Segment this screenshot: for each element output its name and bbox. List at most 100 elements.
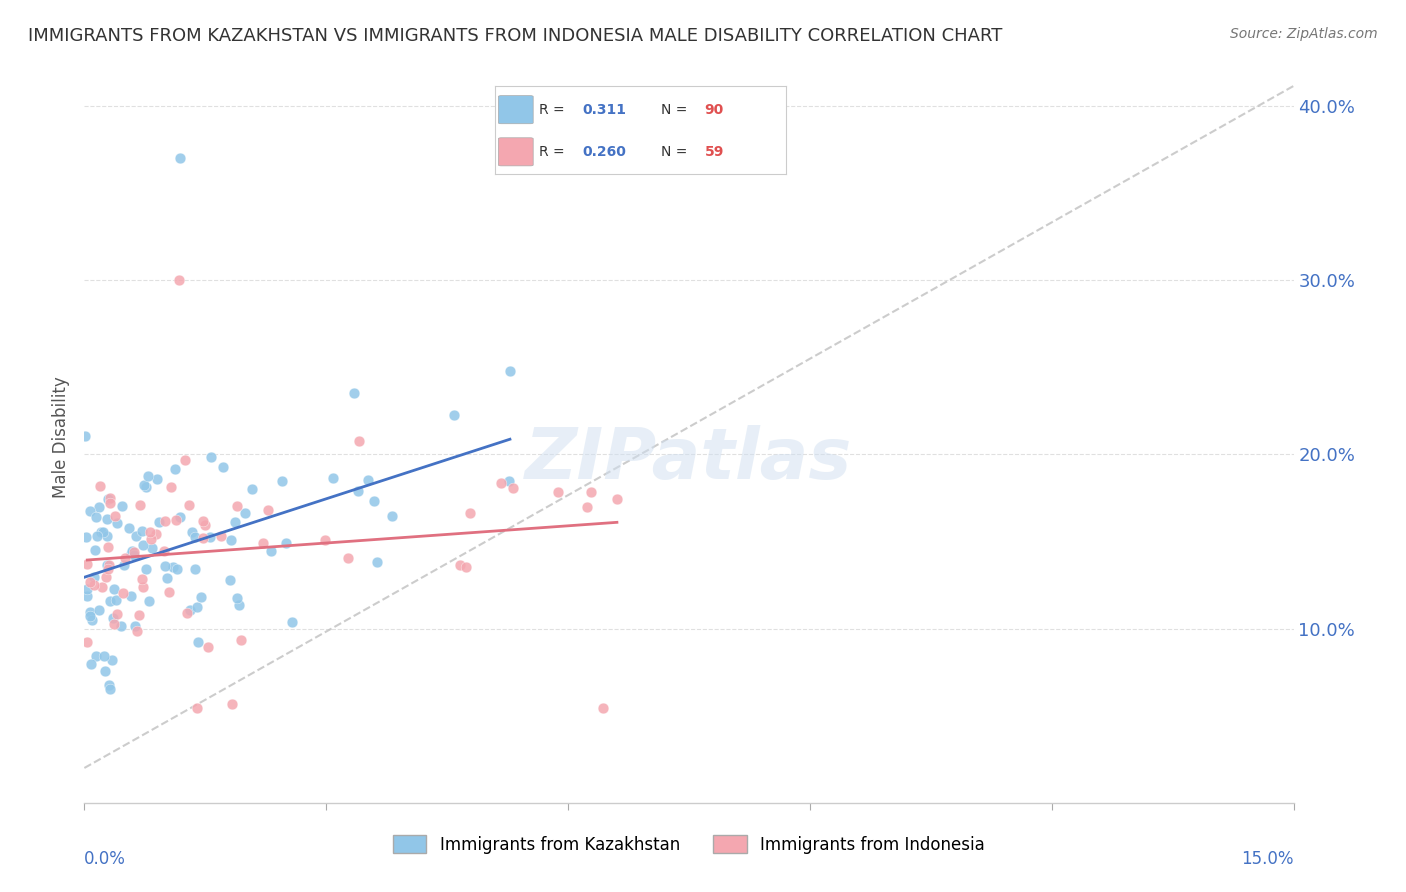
Immigrants from Kazakhstan [105,516,128,530]
Text: ZIPatlas: ZIPatlas [526,425,852,493]
Immigrants from Kazakhstan [235,506,257,520]
Immigrants from Indonesia [575,500,598,514]
Immigrants from Kazakhstan [343,386,366,401]
Immigrants from Kazakhstan [155,558,177,573]
Immigrants from Kazakhstan [84,543,107,558]
Immigrants from Indonesia [458,506,481,520]
Immigrants from Kazakhstan [87,500,110,515]
Text: Source: ZipAtlas.com: Source: ZipAtlas.com [1230,27,1378,41]
Immigrants from Indonesia [76,557,98,571]
Immigrants from Indonesia [98,558,121,572]
Immigrants from Kazakhstan [169,509,191,524]
Immigrants from Kazakhstan [134,562,156,576]
Immigrants from Kazakhstan [118,521,141,535]
Immigrants from Kazakhstan [498,475,520,489]
Immigrants from Kazakhstan [212,460,235,475]
Immigrants from Kazakhstan [121,544,143,558]
Immigrants from Kazakhstan [90,524,112,539]
Immigrants from Kazakhstan [179,603,201,617]
Immigrants from Kazakhstan [103,582,125,596]
Immigrants from Kazakhstan [200,450,222,464]
Immigrants from Kazakhstan [271,474,294,488]
Immigrants from Indonesia [177,498,200,512]
Immigrants from Indonesia [97,562,120,576]
Immigrants from Kazakhstan [162,560,184,574]
Immigrants from Indonesia [98,496,121,510]
Immigrants from Indonesia [157,584,180,599]
Immigrants from Indonesia [89,478,111,492]
Immigrants from Indonesia [131,572,153,586]
Immigrants from Kazakhstan [163,462,186,476]
Immigrants from Kazakhstan [366,555,388,569]
Text: 15.0%: 15.0% [1241,850,1294,868]
Immigrants from Kazakhstan [82,614,104,628]
Immigrants from Kazakhstan [276,536,298,550]
Immigrants from Kazakhstan [87,603,110,617]
Immigrants from Indonesia [160,480,183,494]
Immigrants from Kazakhstan [122,548,145,562]
Immigrants from Indonesia [139,533,162,547]
Immigrants from Kazakhstan [198,529,221,543]
Immigrants from Kazakhstan [94,664,117,678]
Immigrants from Kazakhstan [138,593,160,607]
Immigrants from Indonesia [176,606,198,620]
Immigrants from Kazakhstan [84,648,107,663]
Immigrants from Indonesia [153,543,176,558]
Immigrants from Indonesia [197,640,219,654]
Immigrants from Kazakhstan [111,499,134,513]
Immigrants from Kazakhstan [135,479,157,493]
Immigrants from Indonesia [167,273,190,287]
Immigrants from Kazakhstan [86,529,108,543]
Immigrants from Kazakhstan [183,562,205,576]
Immigrants from Kazakhstan [240,482,263,496]
Immigrants from Indonesia [186,701,208,715]
Immigrants from Indonesia [193,531,215,545]
Immigrants from Kazakhstan [96,512,118,526]
Immigrants from Kazakhstan [166,561,188,575]
Immigrants from Kazakhstan [93,648,115,663]
Immigrants from Kazakhstan [186,600,208,615]
Legend: Immigrants from Kazakhstan, Immigrants from Indonesia: Immigrants from Kazakhstan, Immigrants f… [387,829,991,860]
Immigrants from Indonesia [174,452,197,467]
Immigrants from Kazakhstan [79,605,101,619]
Immigrants from Indonesia [79,574,101,589]
Immigrants from Kazakhstan [96,558,118,572]
Immigrants from Kazakhstan [101,611,124,625]
Immigrants from Kazakhstan [259,543,281,558]
Immigrants from Indonesia [257,503,280,517]
Immigrants from Kazakhstan [156,571,179,585]
Immigrants from Indonesia [122,545,145,559]
Immigrants from Indonesia [145,527,167,541]
Immigrants from Kazakhstan [148,515,170,529]
Immigrants from Indonesia [315,533,337,548]
Immigrants from Kazakhstan [187,635,209,649]
Immigrants from Indonesia [127,624,149,639]
Immigrants from Indonesia [456,559,478,574]
Immigrants from Kazakhstan [96,529,118,543]
Immigrants from Indonesia [547,485,569,500]
Immigrants from Indonesia [153,515,176,529]
Immigrants from Kazakhstan [84,510,107,524]
Immigrants from Kazakhstan [322,471,344,485]
Immigrants from Kazakhstan [190,590,212,604]
Immigrants from Kazakhstan [228,598,250,612]
Immigrants from Kazakhstan [101,653,124,667]
Immigrants from Kazakhstan [73,429,96,443]
Immigrants from Kazakhstan [110,619,132,633]
Immigrants from Kazakhstan [132,478,155,492]
Immigrants from Indonesia [129,498,152,512]
Immigrants from Kazakhstan [120,547,142,561]
Immigrants from Kazakhstan [145,472,167,486]
Immigrants from Indonesia [209,529,232,543]
Immigrants from Kazakhstan [499,364,522,378]
Immigrants from Indonesia [97,540,120,554]
Immigrants from Indonesia [132,580,155,594]
Immigrants from Indonesia [336,550,359,565]
Immigrants from Indonesia [111,586,134,600]
Immigrants from Kazakhstan [120,589,142,603]
Immigrants from Kazakhstan [363,493,385,508]
Immigrants from Indonesia [191,514,214,528]
Immigrants from Indonesia [226,499,249,513]
Immigrants from Kazakhstan [356,473,378,487]
Immigrants from Kazakhstan [131,524,153,539]
